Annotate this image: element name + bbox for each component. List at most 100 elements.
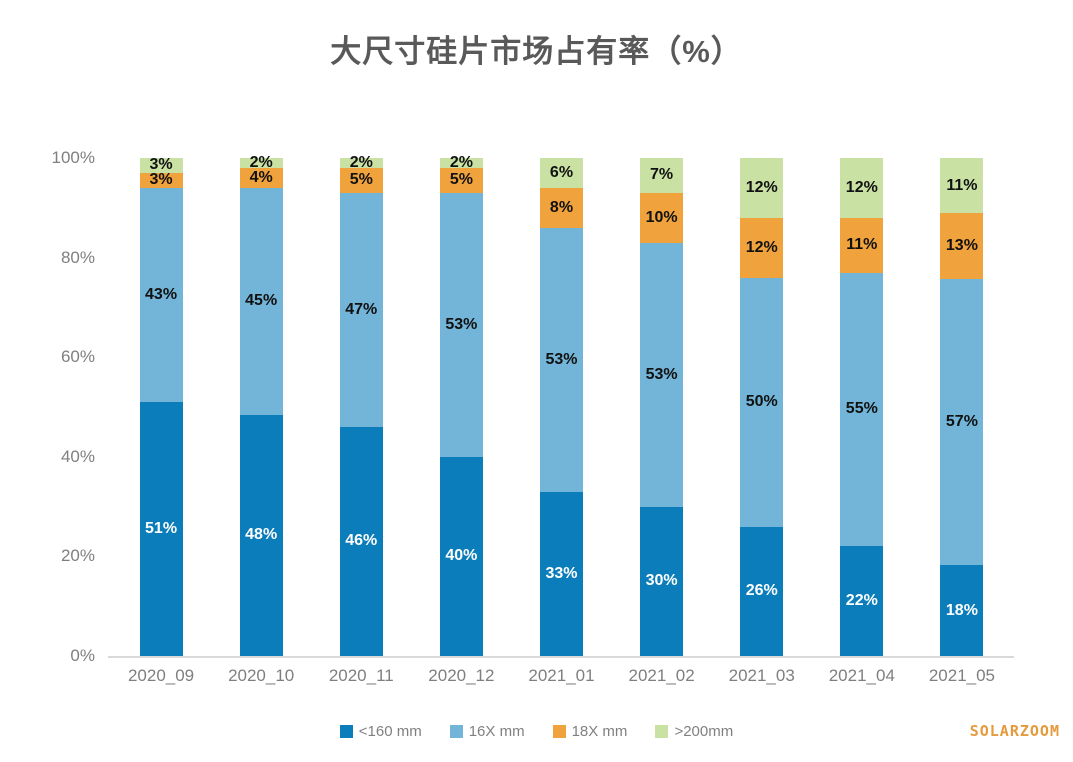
segment-value-label: 40% — [445, 547, 478, 565]
bar-segment: 53% — [539, 227, 583, 492]
bar-segment: 55% — [840, 272, 884, 547]
bar-segment: 4% — [239, 168, 283, 189]
x-axis-line — [108, 656, 1014, 658]
stacked-bar: 7% 10% 53% 30% — [640, 158, 684, 656]
bar-column-2021_04: 12% 11% 55% 22% — [812, 158, 912, 656]
bar-segment: 45% — [239, 188, 283, 415]
stacked-bar: 12% 11% 55% 22% — [840, 158, 884, 656]
segment-value-label: 12% — [845, 178, 878, 196]
x-axis: 2020_09 2020_10 2020_11 2020_12 2021_01 2021_… — [111, 666, 1012, 686]
segment-value-label: 12% — [745, 178, 778, 196]
x-axis-tick-label: 2020_09 — [127, 666, 195, 685]
segment-value-label: 4% — [249, 169, 273, 187]
bar-segment: 26% — [740, 526, 784, 656]
x-axis-tick-label: 2021_01 — [528, 666, 595, 685]
bar-column-2021_02: 7% 10% 53% 30% — [612, 158, 712, 656]
x-axis-tick-label: 2020_11 — [328, 666, 394, 685]
segment-value-label: 2% — [249, 154, 273, 172]
x-axis-tick-label: 2020_12 — [428, 666, 495, 685]
x-axis-tick-label: 2021_03 — [728, 666, 795, 685]
bar-segment: 22% — [840, 546, 884, 656]
bar-segment: 3% — [139, 171, 183, 189]
legend-swatch-icon — [552, 725, 566, 738]
segment-value-label: 57% — [945, 413, 978, 431]
legend-label: >200mm — [674, 723, 734, 740]
bar-segment: 53% — [439, 192, 483, 457]
stacked-bar: 2% 5% 53% 40% — [439, 153, 483, 656]
y-tick-label: 0% — [70, 646, 95, 665]
y-tick-label: 60% — [60, 347, 95, 367]
segment-value-label: 3% — [149, 171, 173, 189]
legend-swatch-icon — [655, 725, 669, 738]
bar-segment: 12% — [740, 158, 784, 218]
bar-segment: 5% — [339, 167, 383, 193]
segment-value-label: 46% — [345, 532, 378, 550]
bar-segment: 12% — [740, 217, 784, 278]
legend-item: 16X mm — [449, 723, 525, 740]
bar-segment: 53% — [640, 242, 684, 507]
bar-segment: 8% — [539, 187, 583, 228]
stacked-bar: 2% 4% 45% 48% — [239, 154, 283, 656]
bar-segment: 46% — [339, 426, 383, 656]
segment-value-label: 50% — [745, 393, 778, 410]
segment-value-label: 53% — [545, 350, 578, 368]
segment-value-label: 26% — [745, 582, 778, 600]
segment-value-label: 12% — [745, 238, 778, 256]
watermark: SOLARZOOM — [969, 722, 1060, 740]
segment-value-label: 2% — [449, 153, 473, 171]
bar-segment: 50% — [740, 277, 784, 527]
bar-segment: 51% — [139, 402, 183, 656]
bar-column-2020_12: 2% 5% 53% 40% — [411, 153, 511, 656]
y-tick-label: 100% — [51, 148, 95, 167]
bar-segment: 40% — [439, 456, 483, 656]
segment-value-label: 6% — [549, 163, 574, 181]
bar-segment: 11% — [840, 217, 884, 273]
legend-label: 16X mm — [468, 723, 525, 740]
segment-value-label: 43% — [145, 285, 178, 303]
segment-value-label: 22% — [845, 592, 878, 610]
segment-value-label: 48% — [245, 526, 278, 544]
segment-value-label: 3% — [149, 156, 173, 174]
stacked-bar: 2% 5% 47% 46% — [339, 154, 383, 656]
legend-item: <160 mm — [339, 723, 422, 740]
legend-label: <160 mm — [358, 723, 422, 740]
bar-segment: 2% — [339, 154, 383, 170]
segment-value-label: 8% — [549, 198, 574, 216]
segment-value-label: 18% — [945, 601, 978, 619]
legend-swatch-icon — [449, 725, 463, 738]
plot-area: 3% 3% 43% 51% 2% 4% 45% 48% 2% 5% 47% 46% 2% 5% 53% 40%… — [111, 153, 1012, 656]
legend: <160 mm 16X mm 18X mm >200mm — [0, 723, 1073, 740]
bar-column-2020_10: 2% 4% 45% 48% — [211, 154, 311, 656]
bar-segment: 57% — [940, 278, 984, 566]
bar-column-2021_01: 6% 8% 53% 33% — [511, 158, 611, 656]
y-tick-label: 80% — [60, 247, 95, 267]
segment-value-label: 55% — [845, 400, 878, 418]
stacked-bar: 12% 12% 50% 26% — [740, 158, 784, 656]
bar-segment: 2% — [239, 154, 283, 172]
segment-value-label: 7% — [650, 166, 674, 184]
segment-value-label: 45% — [245, 292, 278, 310]
bar-segment: 7% — [640, 158, 684, 193]
bar-segment: 3% — [139, 156, 183, 174]
bar-segment: 47% — [339, 192, 383, 427]
segment-value-label: 5% — [349, 171, 373, 189]
x-axis-tick-label: 2021_02 — [628, 666, 695, 685]
segment-value-label: 13% — [945, 237, 978, 255]
segment-value-label: 47% — [345, 300, 378, 318]
bar-column-2020_09: 3% 3% 43% 51% — [111, 156, 211, 656]
segment-value-label: 5% — [449, 171, 473, 189]
segment-value-label: 51% — [145, 519, 178, 537]
bar-column-2021_05: 11% 13% 57% 18% — [912, 158, 1012, 656]
segment-value-label: 53% — [645, 365, 678, 383]
legend-swatch-icon — [339, 725, 353, 738]
bar-segment: 18% — [940, 565, 984, 656]
bar-segment: 48% — [239, 414, 283, 656]
bar-segment: 6% — [539, 158, 583, 188]
stacked-bar: 6% 8% 53% 33% — [539, 158, 583, 656]
bar-segment: 33% — [539, 491, 583, 656]
bar-segment: 30% — [640, 506, 684, 656]
segment-value-label: 11% — [946, 176, 978, 194]
bar-segment: 2% — [439, 153, 483, 171]
bar-segment: 5% — [439, 167, 483, 193]
